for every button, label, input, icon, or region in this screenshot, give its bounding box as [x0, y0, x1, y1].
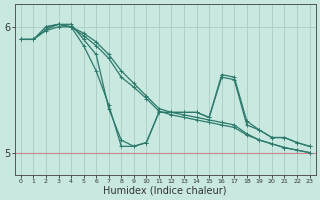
X-axis label: Humidex (Indice chaleur): Humidex (Indice chaleur)	[103, 186, 227, 196]
